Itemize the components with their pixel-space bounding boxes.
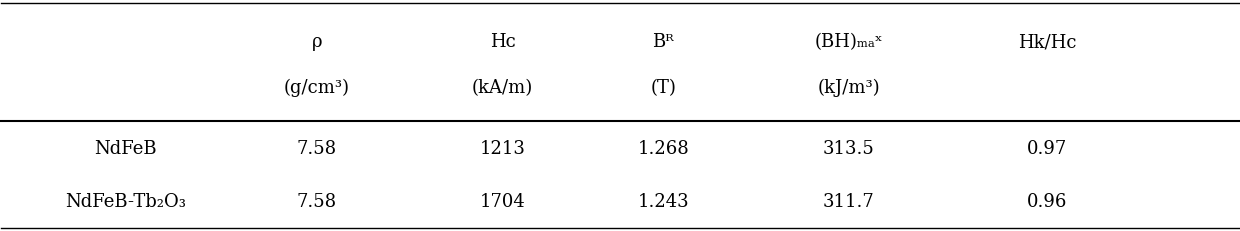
Text: Bᴿ: Bᴿ — [652, 33, 675, 52]
Text: 7.58: 7.58 — [296, 193, 337, 211]
Text: (BH)ₘₐˣ: (BH)ₘₐˣ — [815, 33, 883, 52]
Text: Hk/Hc: Hk/Hc — [1018, 33, 1076, 52]
Text: (kA/m): (kA/m) — [472, 79, 533, 97]
Text: 1.243: 1.243 — [637, 193, 689, 211]
Text: (kJ/m³): (kJ/m³) — [817, 79, 880, 97]
Text: (T): (T) — [650, 79, 676, 97]
Text: 1213: 1213 — [480, 140, 526, 158]
Text: (g/cm³): (g/cm³) — [284, 79, 350, 97]
Text: 0.96: 0.96 — [1027, 193, 1068, 211]
Text: 1704: 1704 — [480, 193, 526, 211]
Text: Hᴄ: Hᴄ — [490, 33, 516, 52]
Text: NdFeB-Tb₂O₃: NdFeB-Tb₂O₃ — [64, 193, 186, 211]
Text: 7.58: 7.58 — [296, 140, 337, 158]
Text: 0.97: 0.97 — [1027, 140, 1066, 158]
Text: 311.7: 311.7 — [823, 193, 874, 211]
Text: 1.268: 1.268 — [637, 140, 689, 158]
Text: ρ: ρ — [311, 33, 322, 52]
Text: NdFeB: NdFeB — [94, 140, 156, 158]
Text: 313.5: 313.5 — [823, 140, 874, 158]
